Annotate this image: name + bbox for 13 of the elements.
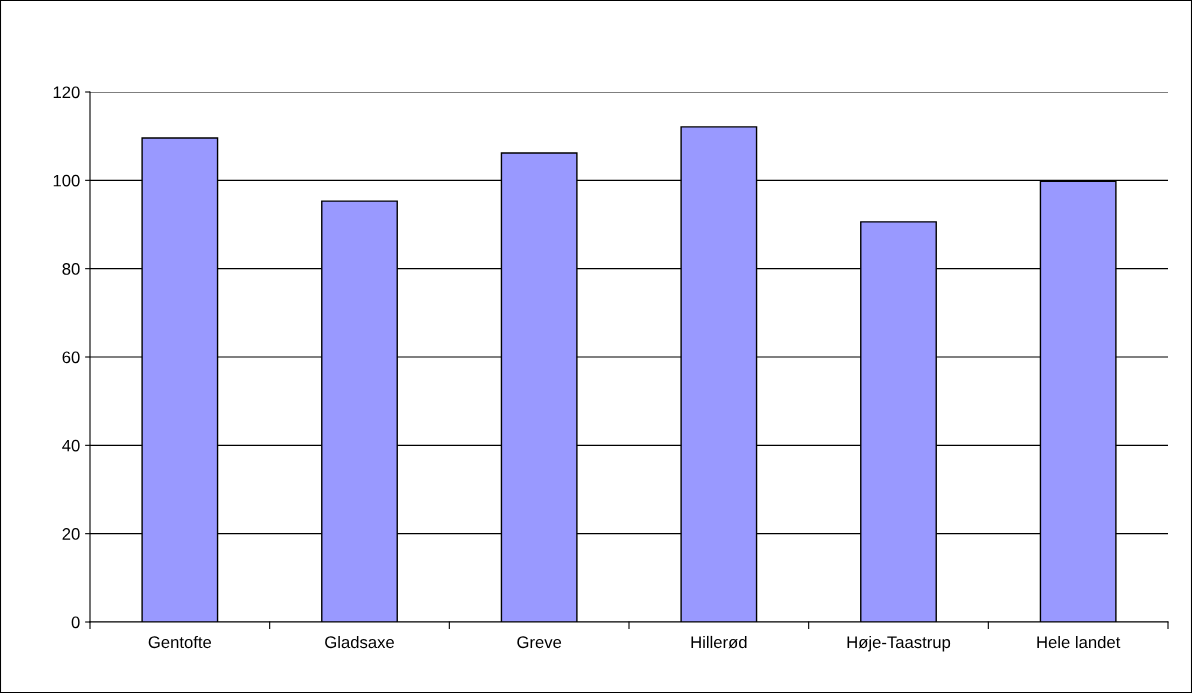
x-tick-label: Gladsaxe [325, 635, 394, 649]
x-tick-label: Høje-Taastrup [847, 635, 951, 652]
y-tick-label: 40 [62, 439, 80, 452]
x-tick-label: Hele landet [1037, 635, 1121, 649]
y-tick-label: 0 [71, 616, 80, 629]
y-tick-label: 120 [53, 86, 80, 99]
x-tick-label: Greve [517, 636, 562, 649]
x-tick-label: Hillerød [691, 635, 747, 649]
y-tick-label: 80 [62, 263, 80, 275]
y-tick-label: 20 [62, 528, 80, 540]
y-tick-label: 100 [53, 174, 80, 187]
y-tick-label: 60 [62, 351, 80, 364]
x-tick-label: Gentofte [148, 635, 212, 649]
